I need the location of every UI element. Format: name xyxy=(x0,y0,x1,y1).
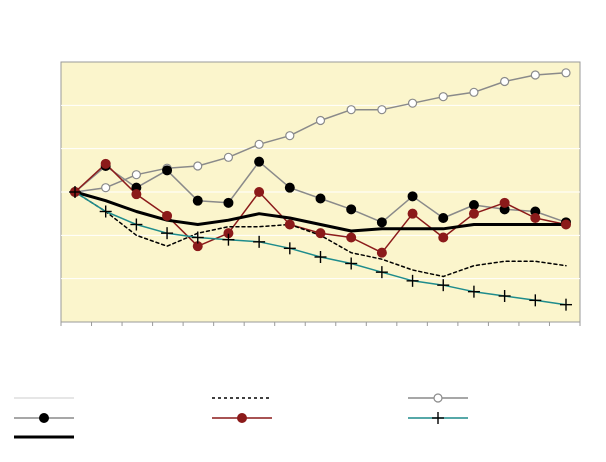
plus-marker xyxy=(191,231,204,244)
plus-marker xyxy=(99,205,112,218)
open-circle-marker xyxy=(315,115,326,126)
plus-marker xyxy=(253,235,266,248)
open-circle-marker xyxy=(469,87,479,97)
plus-marker xyxy=(467,285,480,298)
black-circle-marker xyxy=(376,217,387,228)
black-circle-marker xyxy=(438,213,449,223)
red-circle-marker xyxy=(561,219,571,230)
red-circle-marker xyxy=(346,232,357,243)
legend-item-grey-open-circles xyxy=(408,393,468,403)
plus-marker xyxy=(314,251,327,263)
open-circle-marker xyxy=(101,183,111,193)
red-circle-marker xyxy=(162,210,173,221)
red-circle-marker xyxy=(100,158,111,169)
series-line-black-thick xyxy=(73,190,568,233)
black-circle-marker xyxy=(254,156,265,167)
open-circle-marker xyxy=(530,70,540,80)
red-circle-marker xyxy=(499,197,510,208)
open-circle-marker xyxy=(561,68,571,78)
red-circle-marker xyxy=(530,213,541,223)
black-circle-marker xyxy=(346,204,357,215)
red-circle-marker xyxy=(254,187,265,197)
plus-marker xyxy=(283,242,296,255)
x-axis-ticks xyxy=(60,322,581,326)
plus-marker xyxy=(222,233,235,246)
open-circle-marker xyxy=(438,92,448,102)
red-circle-marker xyxy=(237,413,247,423)
plus-marker xyxy=(345,257,358,270)
legend-item-teal-plus xyxy=(408,412,468,424)
black-circle-marker xyxy=(407,191,418,202)
open-circle-marker xyxy=(407,98,418,108)
plus-marker xyxy=(161,227,174,240)
open-circle-marker xyxy=(285,131,295,141)
plus-marker xyxy=(69,186,81,198)
open-circle-marker xyxy=(433,393,443,403)
plus-marker xyxy=(375,266,388,279)
open-circle-marker xyxy=(346,105,356,115)
black-circle-marker xyxy=(162,165,173,176)
plus-marker xyxy=(529,294,542,307)
legend-item-black-filled-circles xyxy=(14,413,74,423)
series-markers xyxy=(69,68,572,311)
red-circle-marker xyxy=(407,208,418,219)
open-circle-marker xyxy=(500,76,510,87)
red-circle-marker xyxy=(468,208,479,219)
open-circle-marker xyxy=(193,161,203,171)
red-circle-marker xyxy=(131,189,142,200)
red-circle-marker xyxy=(438,232,449,243)
black-circle-marker xyxy=(284,182,295,193)
black-circle-marker xyxy=(468,200,479,210)
black-circle-marker xyxy=(223,197,234,208)
plus-marker xyxy=(130,218,143,231)
open-circle-marker xyxy=(254,139,264,149)
red-circle-marker xyxy=(315,228,326,239)
black-circle-marker xyxy=(315,193,326,204)
plus-marker xyxy=(560,298,572,311)
red-circle-marker xyxy=(284,219,295,230)
plus-marker xyxy=(406,274,419,287)
black-circle-marker xyxy=(192,195,203,206)
red-circle-marker xyxy=(376,247,387,258)
open-circle-marker xyxy=(223,152,234,162)
plus-marker xyxy=(432,412,444,424)
plus-marker xyxy=(498,290,511,302)
open-circle-marker xyxy=(131,170,141,180)
legend-item-red-filled-circles xyxy=(212,413,272,423)
plus-marker xyxy=(437,279,450,292)
open-circle-marker xyxy=(377,105,387,115)
legend xyxy=(14,393,468,439)
black-circle-marker xyxy=(39,413,49,423)
